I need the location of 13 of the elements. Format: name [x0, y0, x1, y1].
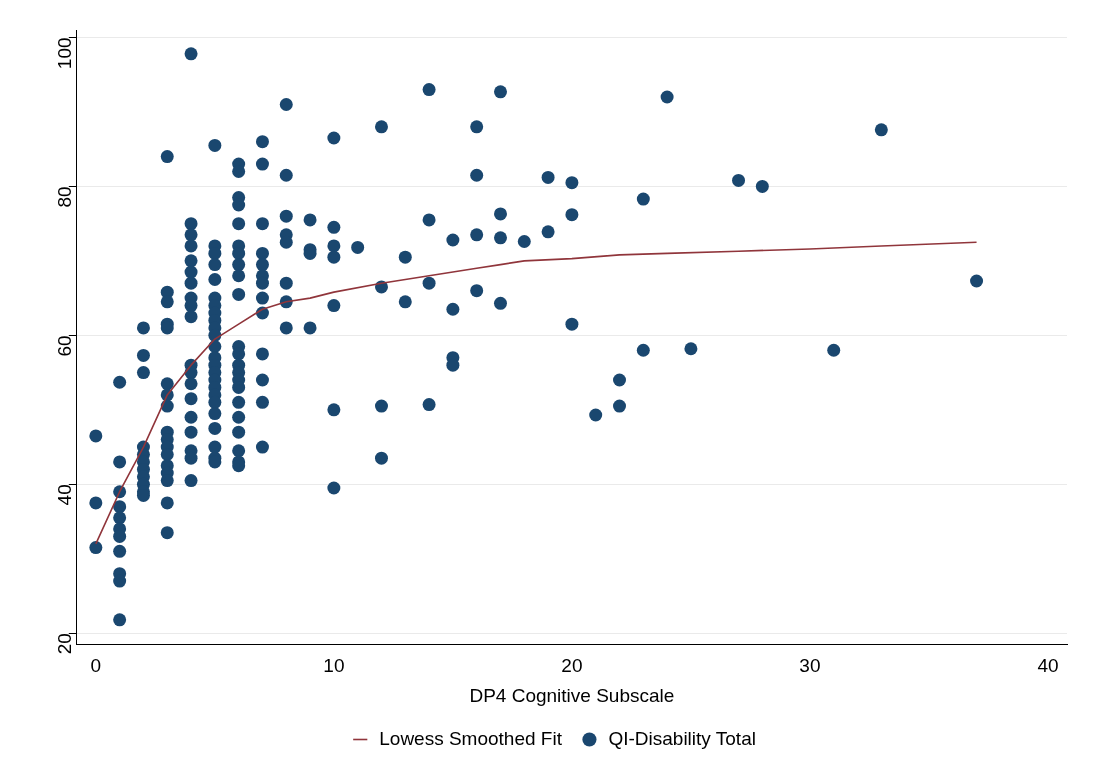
- x-tick-label: 30: [799, 655, 821, 677]
- y-tick-label: 20: [54, 633, 76, 655]
- legend-label: Lowess Smoothed Fit: [379, 727, 563, 749]
- y-tick-label: 40: [54, 484, 76, 506]
- x-tick-label: 0: [90, 655, 102, 677]
- x-tick-label: 20: [561, 655, 583, 677]
- x-tick-label: 10: [323, 655, 345, 677]
- y-tick-label: 100: [54, 37, 76, 70]
- y-tick-label: 60: [54, 335, 76, 357]
- legend-label: QI-Disability Total: [608, 727, 756, 749]
- x-tick-label: 40: [1037, 655, 1059, 677]
- y-tick-label: 80: [54, 186, 76, 208]
- x-axis-title: DP4 Cognitive Subscale: [469, 684, 675, 706]
